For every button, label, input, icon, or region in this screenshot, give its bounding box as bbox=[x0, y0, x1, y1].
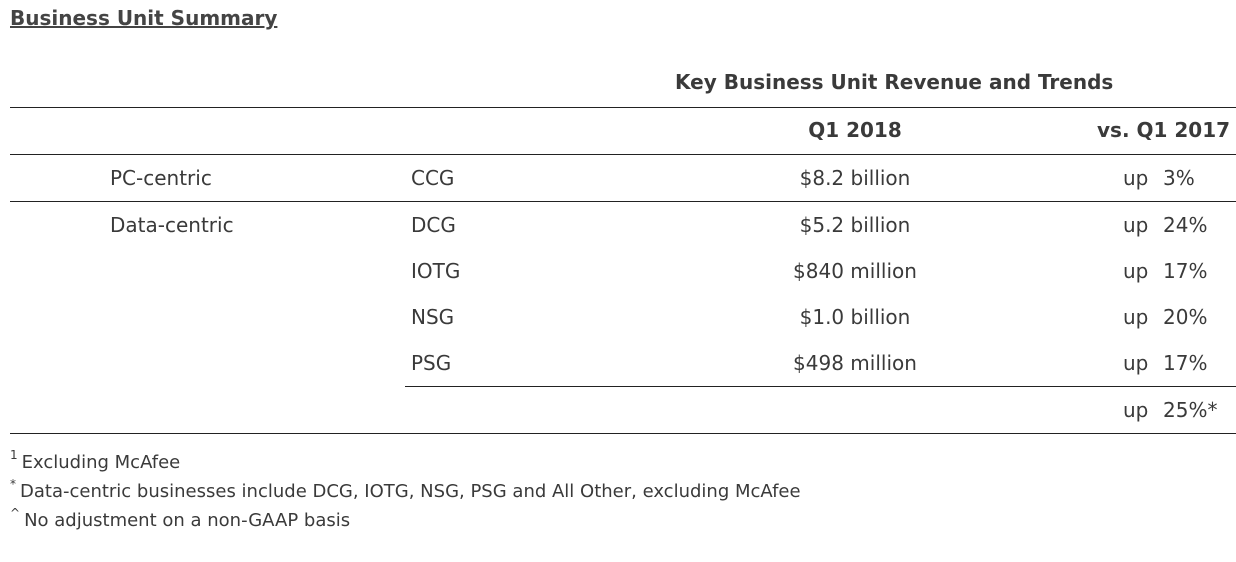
trend-direction: up bbox=[1123, 305, 1149, 329]
row-group-label: PC-centric bbox=[110, 166, 212, 190]
section-title: Business Unit Summary bbox=[10, 6, 278, 30]
row-trend: up 17% bbox=[1123, 259, 1207, 283]
row-trend: up 3% bbox=[1123, 166, 1195, 190]
row-unit-label: CCG bbox=[411, 166, 455, 190]
trend-direction: up bbox=[1123, 213, 1149, 237]
table-caption: Key Business Unit Revenue and Trends bbox=[675, 70, 1114, 94]
table-bottom-rule bbox=[10, 433, 1236, 434]
footnote: ^ No adjustment on a non-GAAP basis bbox=[10, 506, 351, 531]
footnote-mark: * bbox=[10, 477, 16, 491]
row-revenue: $840 million bbox=[793, 259, 917, 283]
trend-percent: 20% bbox=[1163, 305, 1208, 329]
row-trend: up 20% bbox=[1123, 305, 1207, 329]
row-revenue: $1.0 billion bbox=[799, 305, 911, 329]
row-revenue: $8.2 billion bbox=[799, 166, 911, 190]
trend-percent: 17% bbox=[1163, 259, 1208, 283]
footnote-mark: ^ bbox=[10, 506, 21, 520]
row-unit-label: IOTG bbox=[411, 259, 461, 283]
trend-direction: up bbox=[1123, 398, 1149, 422]
footnote-text: Excluding McAfee bbox=[21, 452, 181, 473]
row-trend: up 17% bbox=[1123, 351, 1207, 375]
row-unit-label: NSG bbox=[411, 305, 455, 329]
data-centric-total: up 25%* bbox=[1123, 398, 1217, 422]
row-unit-label: PSG bbox=[411, 351, 452, 375]
column-header-vs-q1-2017: vs. Q1 2017 bbox=[1097, 118, 1231, 142]
subtotal-rule bbox=[405, 386, 1236, 387]
trend-percent: 25%* bbox=[1163, 398, 1218, 422]
footnote-mark: 1 bbox=[10, 448, 18, 462]
trend-percent: 3% bbox=[1163, 166, 1195, 190]
row-unit-label: DCG bbox=[411, 213, 456, 237]
footnote-text: No adjustment on a non-GAAP basis bbox=[24, 510, 351, 531]
trend-percent: 24% bbox=[1163, 213, 1208, 237]
table-top-rule bbox=[10, 107, 1236, 108]
trend-direction: up bbox=[1123, 351, 1149, 375]
trend-percent: 17% bbox=[1163, 351, 1208, 375]
header-bottom-rule bbox=[10, 154, 1236, 155]
footnote-text: Data-centric businesses include DCG, IOT… bbox=[20, 481, 801, 502]
trend-direction: up bbox=[1123, 259, 1149, 283]
row-group-label: Data-centric bbox=[110, 213, 234, 237]
trend-direction: up bbox=[1123, 166, 1149, 190]
column-header-q1-2018: Q1 2018 bbox=[808, 118, 902, 142]
row-trend: up 24% bbox=[1123, 213, 1207, 237]
row-revenue: $498 million bbox=[793, 351, 917, 375]
footnote: 1 Excluding McAfee bbox=[10, 448, 181, 473]
footnote: * Data-centric businesses include DCG, IO… bbox=[10, 477, 801, 502]
row-revenue: $5.2 billion bbox=[799, 213, 911, 237]
group-divider-rule bbox=[10, 201, 1236, 202]
